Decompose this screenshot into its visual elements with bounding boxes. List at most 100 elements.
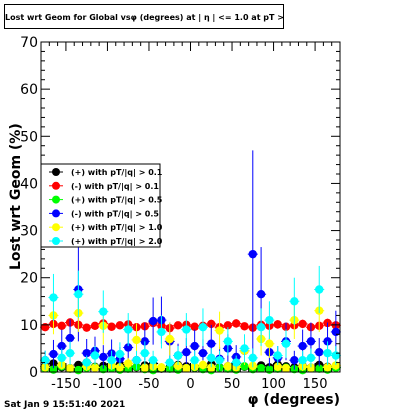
data-point xyxy=(256,364,266,373)
data-point xyxy=(157,363,166,372)
data-point xyxy=(331,327,341,337)
data-point xyxy=(215,356,224,365)
data-point xyxy=(182,325,191,334)
data-point xyxy=(323,363,332,372)
legend-entry: (+) with pT/|q| > 0.1 xyxy=(49,168,163,177)
data-point xyxy=(65,348,75,358)
data-point xyxy=(90,351,100,360)
y-tick-label: 30 xyxy=(20,224,38,240)
x-tick-label: -50 xyxy=(138,377,159,392)
data-point xyxy=(173,361,183,371)
data-point xyxy=(148,316,158,326)
data-point xyxy=(298,341,307,351)
data-point xyxy=(323,337,332,346)
data-point xyxy=(40,323,50,332)
x-tick-label: 100 xyxy=(261,377,286,392)
data-point xyxy=(265,315,274,325)
data-point xyxy=(190,356,199,365)
data-point xyxy=(82,348,91,358)
legend-marker xyxy=(52,223,60,232)
data-point xyxy=(82,358,91,367)
x-axis-label: φ (degrees) xyxy=(248,392,340,408)
data-point xyxy=(290,297,299,306)
legend-label: (+) with pT/|q| > 1.0 xyxy=(71,223,163,232)
data-point xyxy=(74,290,83,299)
legend-entry: (+) with pT/|q| > 2.0 xyxy=(49,237,163,246)
y-tick-label: 60 xyxy=(20,82,38,98)
data-point xyxy=(248,249,257,259)
series-6 xyxy=(40,265,341,370)
x-tick-label: -150 xyxy=(51,377,81,392)
x-tick-label: -100 xyxy=(93,377,123,392)
legend-box xyxy=(40,163,161,248)
x-tick-label: 0 xyxy=(186,377,194,392)
chart-title: Lost wrt Geom for Global vsφ (degrees) a… xyxy=(4,4,284,29)
data-point xyxy=(165,334,174,344)
y-tick-label: 10 xyxy=(20,318,38,334)
data-point xyxy=(115,363,125,372)
data-point xyxy=(173,351,183,360)
legend-entry: (+) with pT/|q| > 1.0 xyxy=(49,223,163,232)
data-point xyxy=(281,339,291,348)
data-point xyxy=(256,290,266,299)
data-point xyxy=(140,363,150,372)
data-point xyxy=(182,364,191,373)
data-point xyxy=(306,363,316,372)
data-point xyxy=(57,353,66,363)
data-point xyxy=(99,364,108,374)
data-point xyxy=(140,348,150,358)
data-point xyxy=(165,358,174,367)
data-point xyxy=(207,363,216,372)
y-tick-label: 20 xyxy=(20,271,38,287)
data-point xyxy=(49,293,58,302)
legend-marker xyxy=(52,209,60,218)
data-point xyxy=(265,339,274,348)
legend-marker xyxy=(52,237,60,245)
data-point xyxy=(306,353,316,363)
data-point xyxy=(132,356,141,365)
data-point xyxy=(207,339,216,348)
legend-entry: (+) with pT/|q| > 0.5 xyxy=(49,195,163,205)
data-point xyxy=(248,353,257,363)
data-point xyxy=(124,325,133,334)
data-point xyxy=(132,335,141,345)
data-point xyxy=(273,320,282,329)
data-point xyxy=(57,341,66,351)
data-point xyxy=(90,363,100,372)
data-point xyxy=(240,344,249,353)
data-point xyxy=(99,307,108,316)
axes-layer: -150 -100 -50 0 50 100 150 0 10 20 30 40 50 60 70 xyxy=(20,35,341,392)
data-point xyxy=(331,351,341,360)
data-point xyxy=(223,362,233,371)
legend-label: (-) with pT/|q| > 0.5 xyxy=(71,209,159,218)
data-point xyxy=(315,285,324,294)
x-tick-label: 150 xyxy=(303,377,328,392)
data-point xyxy=(290,356,299,365)
data-point xyxy=(231,319,241,328)
data-point xyxy=(115,321,125,330)
data-point xyxy=(140,337,150,346)
y-axis-label: Lost wrt Geom (%) xyxy=(8,123,24,270)
timestamp: Sat Jan 9 15:51:40 2021 xyxy=(4,400,126,410)
data-point xyxy=(90,321,100,330)
y-tick-label: 50 xyxy=(20,129,38,145)
x-tick-label: 50 xyxy=(224,377,241,392)
data-point xyxy=(281,364,291,373)
y-tick-label: 70 xyxy=(20,35,38,51)
data-point xyxy=(115,349,125,359)
data-point xyxy=(40,356,50,365)
data-point xyxy=(124,359,133,368)
data-point xyxy=(57,321,66,330)
legend-marker xyxy=(52,195,60,204)
data-point xyxy=(148,356,158,365)
data-point xyxy=(240,362,249,371)
legend-marker xyxy=(52,168,60,176)
legend-label: (+) with pT/|q| > 2.0 xyxy=(71,237,163,246)
legend: (+) with pT/|q| > 0.1 (-) with pT/|q| > 0… xyxy=(40,163,163,248)
data-point xyxy=(65,364,75,373)
data-point xyxy=(306,337,316,346)
data-point xyxy=(298,356,307,365)
data-point xyxy=(240,322,249,331)
data-point xyxy=(49,349,58,359)
